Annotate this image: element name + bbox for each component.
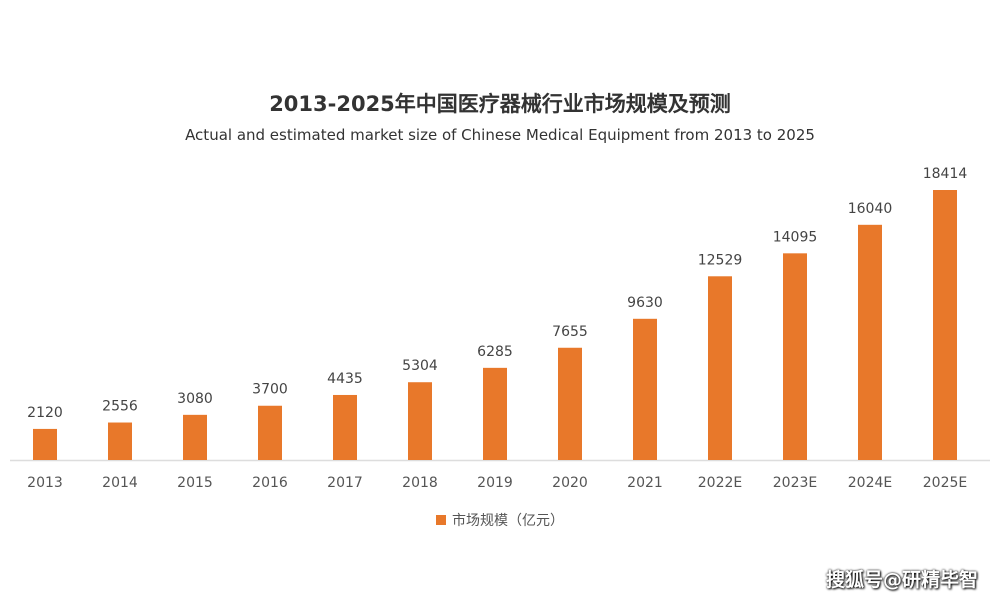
x-tick-label: 2025E xyxy=(923,475,967,491)
data-label: 14095 xyxy=(773,229,818,245)
data-label: 2120 xyxy=(27,405,63,421)
bar xyxy=(858,224,882,460)
x-tick-label: 2018 xyxy=(402,475,438,491)
data-label: 9630 xyxy=(627,295,663,311)
x-tick-label: 2013 xyxy=(27,475,63,491)
bar xyxy=(258,405,282,460)
data-label: 18414 xyxy=(923,166,968,182)
bar xyxy=(708,276,732,460)
x-tick-label: 2017 xyxy=(327,475,363,491)
x-tick-label: 2016 xyxy=(252,475,288,491)
chart-subtitle: Actual and estimated market size of Chin… xyxy=(185,126,815,144)
x-tick-label: 2024E xyxy=(848,475,892,491)
bar xyxy=(633,318,657,460)
x-tick-label: 2019 xyxy=(477,475,513,491)
bar xyxy=(183,414,207,460)
x-tick-label: 2023E xyxy=(773,475,817,491)
data-label: 16040 xyxy=(848,201,893,217)
bar xyxy=(408,382,432,460)
bar xyxy=(483,367,507,460)
data-label: 5304 xyxy=(402,358,438,374)
bar xyxy=(108,422,132,460)
legend: 市场规模（亿元） xyxy=(0,510,1000,530)
bar xyxy=(558,347,582,460)
data-label: 3700 xyxy=(252,382,288,398)
bar xyxy=(783,253,807,460)
data-label: 12529 xyxy=(698,252,743,268)
legend-label: 市场规模（亿元） xyxy=(452,513,564,529)
bar xyxy=(333,394,357,460)
data-label: 4435 xyxy=(327,371,363,387)
x-tick-label: 2021 xyxy=(627,475,663,491)
x-tick-label: 2022E xyxy=(698,475,742,491)
data-label: 6285 xyxy=(477,344,513,360)
watermark: 搜狐号@研精毕智 xyxy=(825,569,978,591)
data-label: 2556 xyxy=(102,399,138,415)
data-label: 7655 xyxy=(552,324,588,340)
legend-swatch xyxy=(436,515,446,525)
x-tick-label: 2014 xyxy=(102,475,138,491)
bar xyxy=(933,190,957,460)
x-tick-label: 2020 xyxy=(552,475,588,491)
chart-title: 2013-2025年中国医疗器械行业市场规模及预测 xyxy=(269,92,731,116)
data-label: 3080 xyxy=(177,391,213,407)
bar xyxy=(33,428,57,460)
x-tick-label: 2015 xyxy=(177,475,213,491)
